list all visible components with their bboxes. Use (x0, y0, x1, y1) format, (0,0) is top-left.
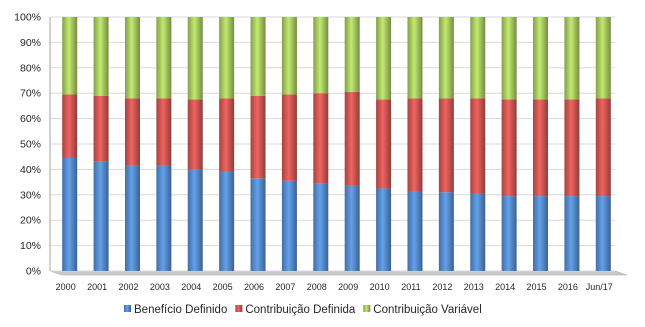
x-tick-label: 2010 (370, 282, 390, 292)
chart-floor (49, 270, 628, 276)
y-tick-label: 100% (14, 12, 41, 24)
y-tick-label: 50% (20, 139, 41, 151)
y-tick-label: 0% (26, 266, 41, 278)
legend-label: Benefício Definido (134, 304, 227, 316)
bar-segment (281, 180, 297, 271)
bar-segment (313, 93, 329, 184)
bar-segment (470, 17, 486, 99)
x-tick-label: Jun/17 (586, 282, 613, 292)
bar-segment (156, 165, 172, 271)
bar-segment (595, 17, 611, 99)
bar-segment (533, 99, 549, 197)
bar-segment (93, 95, 109, 162)
bar-segment (344, 17, 360, 92)
bar-segment (250, 17, 266, 96)
y-tick-label: 90% (20, 37, 41, 49)
bar-segment (344, 185, 360, 271)
x-tick-label: 2002 (118, 282, 138, 292)
x-tick-label: 2009 (338, 282, 358, 292)
bar-segment (281, 94, 297, 181)
legend-swatch (363, 305, 371, 312)
bar-segment (407, 190, 423, 271)
x-tick-label: 2001 (87, 282, 107, 292)
x-tick-label: 2007 (275, 282, 295, 292)
bar-segment (219, 171, 235, 271)
bar-segment (595, 98, 611, 197)
bar-segment (501, 17, 517, 100)
x-tick-label: 2008 (307, 282, 327, 292)
y-tick-label: 40% (20, 164, 41, 176)
y-tick-label: 10% (20, 240, 41, 252)
legend-swatch (124, 305, 131, 312)
bar-segment (376, 188, 392, 271)
bar-segment (438, 17, 454, 99)
legend-label: Contribuição Definida (245, 304, 356, 316)
y-tick-label: 20% (20, 215, 41, 227)
bar-segment (470, 98, 486, 194)
bar-segment (187, 169, 203, 271)
y-tick-label: 30% (20, 189, 41, 201)
bar-segment (564, 17, 580, 100)
bar-segment (376, 99, 392, 189)
bar-segment (281, 17, 297, 95)
bar-segment (187, 99, 203, 170)
bar-segment (62, 157, 78, 271)
x-tick-label: 2004 (181, 282, 201, 292)
bar-segment (407, 17, 423, 99)
bar-segment (344, 91, 360, 186)
legend-swatch (235, 305, 243, 312)
bar-segment (501, 196, 517, 271)
bar-segment (93, 161, 109, 271)
bar-segment (93, 17, 109, 96)
bar-segment (376, 17, 392, 100)
x-tick-label: 2003 (150, 282, 170, 292)
x-tick-label: 2000 (56, 282, 76, 292)
x-tick-label: 2005 (213, 282, 233, 292)
x-tick-label: 2011 (401, 282, 420, 292)
bar-segment (564, 196, 580, 271)
bar-segment (124, 98, 140, 166)
bar-segment (124, 165, 140, 271)
bar-segment (595, 196, 611, 271)
bar-segment (407, 98, 423, 191)
bar-segment (250, 178, 266, 271)
bar-segment (62, 17, 78, 95)
bar-segment (533, 17, 549, 100)
legend-label: Contribuição Variável (373, 304, 481, 316)
x-tick-label: 2012 (432, 282, 452, 292)
bar-segment (219, 98, 235, 172)
bar-segment (156, 98, 172, 166)
y-tick-label: 70% (20, 88, 41, 100)
bar-segment (313, 183, 329, 271)
bar-segment (438, 98, 454, 193)
x-tick-label: 2015 (527, 282, 547, 292)
y-tick-label: 80% (20, 62, 41, 74)
x-tick-label: 2013 (464, 282, 484, 292)
bar-segment (250, 95, 266, 179)
y-tick-label: 60% (20, 113, 41, 125)
bar-segment (533, 196, 549, 271)
bar-segment (124, 17, 140, 99)
bar-segment (187, 17, 203, 100)
x-tick-label: 2014 (495, 282, 515, 292)
bar-segment (219, 17, 235, 99)
bar-segment (470, 193, 486, 271)
bar-segment (313, 17, 329, 94)
bar-segment (564, 99, 580, 197)
x-tick-label: 2006 (244, 282, 264, 292)
bar-segment (501, 99, 517, 197)
bar-segment (438, 192, 454, 271)
bar-segment (62, 94, 78, 158)
x-tick-label: 2016 (558, 282, 578, 292)
bar-segment (156, 17, 172, 99)
